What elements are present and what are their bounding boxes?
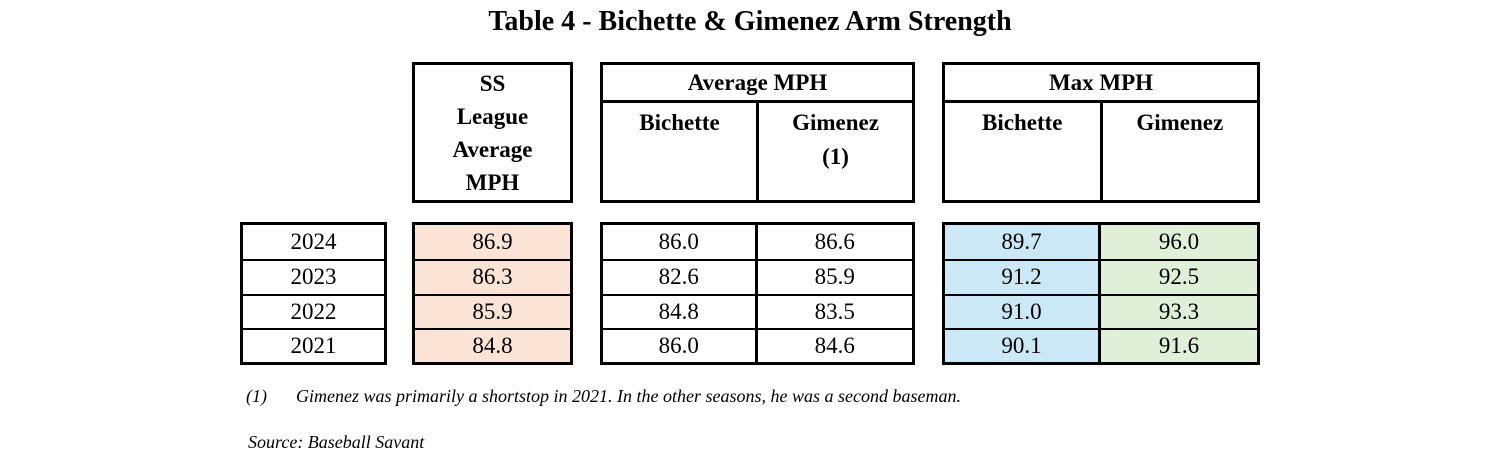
year-column: 2024 2023 2022 2021 [240,222,387,365]
average-mph-group-label: Average MPH [603,65,912,103]
column-header-ss-league-average: SS League Average MPH [412,62,573,203]
max-bichette-cell: 91.2 [945,259,1101,294]
ss-league-avg-cell: 85.9 [415,293,570,328]
avg-bichette-header: Bichette [603,103,759,200]
avg-bichette-cell: 82.6 [603,259,758,294]
year-cell: 2023 [243,259,384,293]
footnote: (1) Gimenez was primarily a shortstop in… [246,386,961,407]
year-cell: 2021 [243,327,384,362]
ss-league-avg-cell: 86.9 [415,225,570,260]
avg-bichette-cell: 84.8 [603,293,758,328]
avg-gimenez-cell: 86.6 [814,229,855,255]
max-gimenez-header: Gimenez [1136,110,1224,135]
max-bichette-cell: 89.7 [945,225,1101,260]
avg-gimenez-cell: 83.5 [757,293,912,328]
max-gimenez-cell: 92.5 [1101,259,1257,294]
max-bichette-cell: 91.0 [945,293,1101,328]
avg-gimenez-cell: 84.6 [757,327,912,362]
max-gimenez-cell: 91.6 [1101,327,1257,362]
max-mph-columns: 89.7 96.0 91.2 92.5 91.0 93.3 90.1 91.6 [942,222,1260,365]
page-title: Table 4 - Bichette & Gimenez Arm Strengt… [488,6,1012,37]
footnote-text: Gimenez was primarily a shortstop in 202… [296,386,961,406]
ss-league-avg-cell: 84.8 [415,327,570,362]
avg-gimenez-header: Gimenez (1) [792,110,879,169]
ss-league-avg-cell: 86.3 [415,259,570,294]
max-bichette-cell: 90.1 [945,327,1101,362]
average-mph-columns: 86.0 86.6 82.6 85.9 84.8 83.5 86.0 84.6 [600,222,915,365]
table-header: SS League Average MPH Average MPH Bichet… [240,62,1260,203]
avg-bichette-cell: 86.0 [603,327,758,362]
ss-league-average-label: SS League Average MPH [452,70,533,195]
max-gimenez-cell: 96.0 [1101,225,1257,260]
year-cell: 2024 [290,229,337,255]
table-body: 2024 2023 2022 2021 86.9 86.3 85.9 84.8 … [240,222,1260,365]
year-cell: 2022 [243,293,384,328]
max-mph-subheaders: Bichette Gimenez [945,103,1257,200]
column-group-average-mph: Average MPH Bichette Gimenez (1) [600,62,915,203]
avg-gimenez-cell: 85.9 [757,259,912,293]
ss-league-average-column: 86.9 86.3 85.9 84.8 [412,222,573,365]
source-line: Source: Baseball Savant [248,432,425,452]
max-gimenez-cell: 93.3 [1101,293,1257,328]
footnote-marker: (1) [246,386,267,406]
avg-bichette-cell: 86.0 [603,225,758,260]
column-group-max-mph: Max MPH Bichette Gimenez [942,62,1260,203]
average-mph-subheaders: Bichette Gimenez (1) [603,103,912,200]
max-bichette-header: Bichette [945,103,1103,200]
max-mph-group-label: Max MPH [945,65,1257,103]
